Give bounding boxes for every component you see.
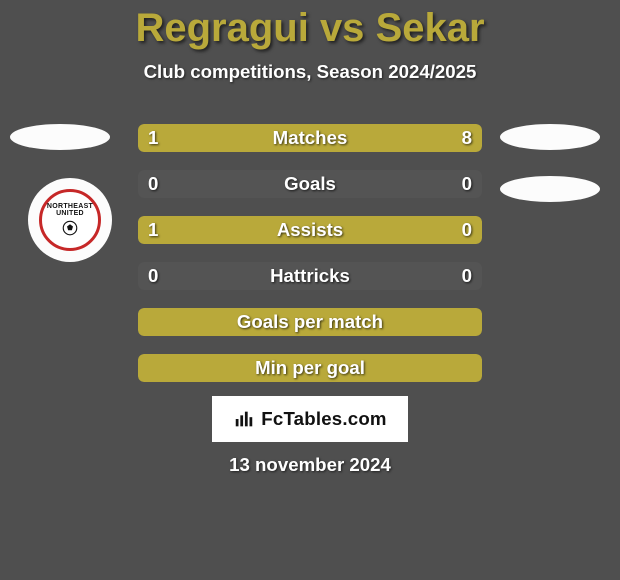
stat-bar-left: [138, 124, 176, 152]
stat-row: Assists10: [138, 216, 482, 244]
stat-bar-full: [138, 354, 482, 382]
right-club-slot: [500, 176, 600, 202]
stat-row: Matches18: [138, 124, 482, 152]
stat-row: Goals00: [138, 170, 482, 198]
club-badge-inner: NORTHEAST UNITED: [39, 189, 101, 251]
stat-bar-right: [406, 216, 482, 244]
comparison-chart: Matches18 Goals00 Assists10 Hattricks00 Goal…: [138, 124, 482, 400]
brand-box[interactable]: FcTables.com: [212, 396, 408, 442]
soccer-ball-icon: [61, 219, 79, 237]
stat-row: Min per goal: [138, 354, 482, 382]
left-player-slot: [10, 124, 110, 150]
stat-bar-right: [176, 124, 482, 152]
stat-bar-full: [138, 308, 482, 336]
club-badge-line2: UNITED: [56, 210, 84, 217]
stat-bar-left: [138, 216, 406, 244]
club-badge-line1: NORTHEAST: [47, 203, 93, 210]
title-vs: vs: [320, 6, 365, 50]
stat-row: Goals per match: [138, 308, 482, 336]
stat-bar-bg: [138, 262, 482, 290]
stat-row: Hattricks00: [138, 262, 482, 290]
title-player2: Sekar: [376, 6, 485, 50]
right-player-slot: [500, 124, 600, 150]
brand-text: FcTables.com: [261, 408, 386, 430]
subtitle: Club competitions, Season 2024/2025: [0, 61, 620, 83]
title-player1: Regragui: [135, 6, 308, 50]
stat-bar-bg: [138, 170, 482, 198]
chart-bars-icon: [233, 408, 255, 430]
club-badge: NORTHEAST UNITED: [28, 178, 112, 262]
page-title: Regragui vs Sekar: [0, 0, 620, 51]
date-text: 13 november 2024: [229, 454, 391, 476]
